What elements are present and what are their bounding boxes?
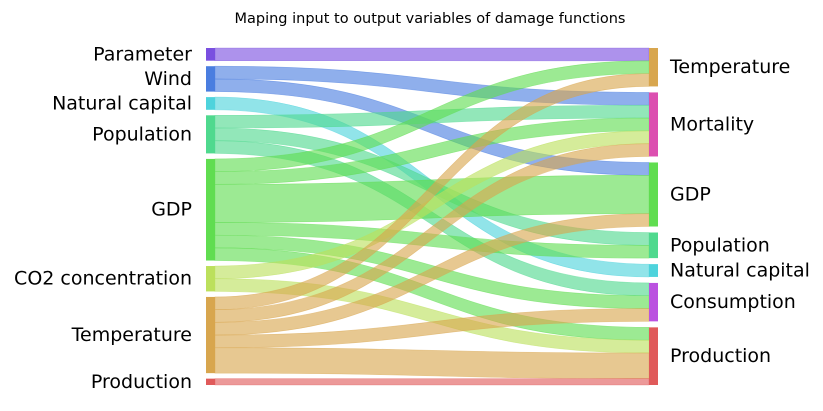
output-label-production: Production	[670, 345, 771, 367]
input-label-wind: Wind	[144, 68, 192, 90]
input-label-temperature: Temperature	[71, 324, 192, 346]
nodes	[206, 48, 658, 385]
input-node-wind	[206, 66, 215, 92]
output-label-consumption: Consumption	[670, 291, 796, 313]
flow-temperature-to-production	[214, 347, 650, 379]
flow-production-to-production	[214, 378, 650, 386]
input-node-co2	[206, 266, 215, 292]
input-node-production	[206, 378, 215, 385]
output-label-mortality: Mortality	[670, 113, 754, 135]
flow-links	[214, 47, 650, 386]
input-label-parameter: Parameter	[93, 43, 192, 65]
output-node-natural_capital	[649, 264, 658, 277]
output-label-gdp: GDP	[670, 183, 711, 205]
output-node-mortality	[649, 92, 658, 157]
input-node-temperature	[206, 296, 215, 374]
output-node-production	[649, 327, 658, 385]
output-node-consumption	[649, 282, 658, 322]
input-node-population	[206, 115, 215, 154]
input-node-parameter	[206, 48, 215, 61]
flow-parameter-to-temperature	[214, 47, 650, 62]
flow-temperature-to-gdp	[214, 213, 650, 336]
input-node-gdp	[206, 158, 215, 261]
input-label-gdp: GDP	[151, 199, 192, 221]
input-label-natural_capital: Natural capital	[52, 92, 192, 114]
output-node-gdp	[649, 162, 658, 227]
output-label-temperature: Temperature	[669, 56, 790, 78]
output-label-natural_capital: Natural capital	[670, 260, 810, 282]
input-node-natural_capital	[206, 97, 215, 110]
chart-title: Maping input to output variables of dama…	[234, 11, 625, 27]
flow-temperature-to-consumption	[214, 308, 650, 349]
input-label-co2: CO2 concentration	[14, 268, 192, 290]
output-node-population	[649, 232, 658, 259]
input-label-production: Production	[91, 371, 192, 393]
output-node-temperature	[649, 48, 658, 87]
output-label-population: Population	[670, 234, 770, 256]
input-label-population: Population	[92, 123, 192, 145]
